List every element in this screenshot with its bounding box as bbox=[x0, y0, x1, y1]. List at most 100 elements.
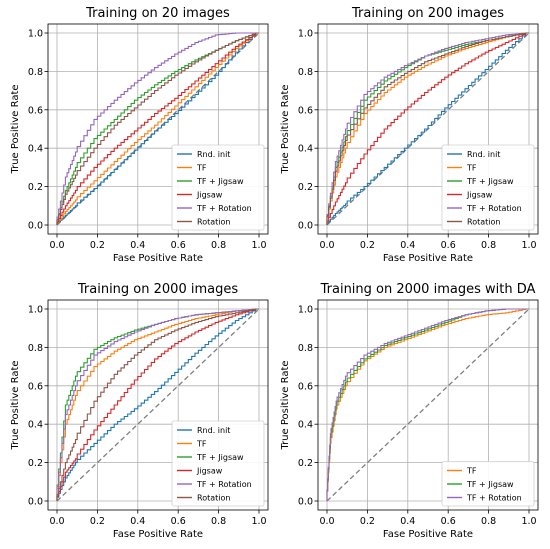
series-line-tf-rotation bbox=[326, 308, 529, 501]
series-line-rotation bbox=[56, 32, 259, 225]
y-tick-label: 0.8 bbox=[28, 67, 43, 78]
y-tick-label: 0.4 bbox=[28, 144, 43, 155]
x-axis-label: Fase Positive Rate bbox=[113, 253, 203, 264]
legend-box bbox=[441, 461, 535, 507]
series-line-jigsaw bbox=[326, 32, 529, 225]
x-tick-label: 0.8 bbox=[211, 516, 226, 527]
series-line-tf-rotation bbox=[326, 32, 529, 225]
x-tick-label: 0.0 bbox=[319, 240, 334, 251]
legend-label-tf: TF bbox=[466, 467, 477, 476]
y-axis-label: True Positive Rate bbox=[280, 84, 291, 174]
y-tick-label: 1.0 bbox=[28, 29, 43, 40]
series-line-tf bbox=[326, 308, 529, 501]
series-line-rnd-init bbox=[56, 308, 259, 501]
legend-label-jigsaw: Jigsaw bbox=[466, 191, 493, 200]
legend-box bbox=[171, 144, 265, 231]
y-tick-label: 1.0 bbox=[298, 29, 313, 40]
x-axis-label: Fase Positive Rate bbox=[113, 529, 203, 540]
panel-4: 0.0 0.2 0.4 0.6 0.8 1.0 0.0 0.2 0.4 0.6 0.8 1.0 Trai… bbox=[280, 282, 539, 540]
legend-label-tf: TF bbox=[466, 164, 477, 173]
y-axis-label: True Positive Rate bbox=[280, 360, 291, 450]
x-tick-label: 0.4 bbox=[130, 240, 145, 251]
legend-label-rotation: Rotation bbox=[197, 494, 230, 503]
x-tick-label: 0.0 bbox=[319, 516, 334, 527]
legend-label-tf-rotation: TF + Rotation bbox=[196, 480, 252, 489]
series-line-tf-rotation bbox=[56, 32, 259, 225]
x-tick-label: 1.0 bbox=[521, 240, 536, 251]
x-tick-label: 1.0 bbox=[251, 516, 266, 527]
legend: Rnd. init TF TF + Jigsaw Jigsaw TF + Rotatio… bbox=[171, 144, 265, 231]
x-tick-label: 1.0 bbox=[251, 240, 266, 251]
series-line-rnd-init bbox=[56, 32, 259, 225]
y-tick-label: 0.8 bbox=[28, 343, 43, 354]
chart-title: Training on 200 images bbox=[351, 6, 504, 21]
y-axis-label: True Positive Rate bbox=[10, 360, 21, 450]
chart-title: Training on 2000 images with DA bbox=[320, 282, 536, 297]
y-tick-label: 0.4 bbox=[298, 420, 313, 431]
legend-label-rotation: Rotation bbox=[467, 218, 500, 227]
y-tick-label: 0.0 bbox=[298, 497, 313, 508]
y-tick-label: 0.2 bbox=[298, 182, 313, 193]
x-tick-label: 0.2 bbox=[360, 240, 375, 251]
legend-box bbox=[171, 420, 265, 507]
y-axis-label: True Positive Rate bbox=[10, 84, 21, 174]
x-tick-label: 0.4 bbox=[400, 240, 415, 251]
legend-label-tf-jigsaw: TF + Jigsaw bbox=[196, 453, 244, 462]
x-tick-label: 0.2 bbox=[90, 516, 105, 527]
legend-box bbox=[441, 144, 535, 231]
y-tick-label: 1.0 bbox=[298, 305, 313, 316]
x-tick-label: 0.8 bbox=[481, 516, 496, 527]
y-tick-label: 0.6 bbox=[28, 381, 43, 392]
y-tick-label: 0.0 bbox=[298, 221, 313, 232]
x-tick-label: 0.4 bbox=[130, 516, 145, 527]
legend-label-rotation: Rotation bbox=[197, 218, 230, 227]
y-tick-label: 0.4 bbox=[28, 420, 43, 431]
x-tick-label: 1.0 bbox=[521, 516, 536, 527]
legend: TF TF + Jigsaw TF + Rotation bbox=[441, 461, 535, 507]
chance-diagonal-line bbox=[326, 308, 530, 502]
chance-diagonal-line bbox=[56, 308, 260, 502]
y-tick-label: 0.6 bbox=[298, 105, 313, 116]
legend: Rnd. init TF TF + Jigsaw Jigsaw TF + Rotatio… bbox=[171, 420, 265, 507]
chart-title: Training on 2000 images bbox=[77, 282, 238, 297]
legend-label-tf-rotation: TF + Rotation bbox=[466, 494, 522, 503]
x-axis-label: Fase Positive Rate bbox=[383, 529, 473, 540]
y-tick-label: 0.0 bbox=[28, 221, 43, 232]
legend-label-tf: TF bbox=[196, 164, 207, 173]
y-tick-label: 0.8 bbox=[298, 67, 313, 78]
legend-label-tf-rotation: TF + Rotation bbox=[196, 204, 252, 213]
y-tick-label: 0.2 bbox=[28, 458, 43, 469]
series-line-rnd-init bbox=[326, 32, 529, 225]
legend-label-rnd-init: Rnd. init bbox=[197, 426, 230, 435]
series-line-tf bbox=[56, 32, 259, 225]
legend-label-tf-rotation: TF + Rotation bbox=[466, 204, 522, 213]
x-tick-label: 0.2 bbox=[360, 516, 375, 527]
y-tick-label: 0.8 bbox=[298, 343, 313, 354]
x-tick-label: 0.4 bbox=[400, 516, 415, 527]
legend-label-rnd-init: Rnd. init bbox=[467, 150, 500, 159]
legend-label-rnd-init: Rnd. init bbox=[197, 150, 230, 159]
series-line-jigsaw bbox=[56, 308, 259, 501]
panel-3: 0.0 0.2 0.4 0.6 0.8 1.0 0.0 0.2 0.4 0.6 0.8 1.0 Trai… bbox=[10, 282, 269, 540]
plot-frame bbox=[317, 299, 539, 511]
x-tick-label: 0.2 bbox=[90, 240, 105, 251]
panel-1: 0.0 0.2 0.4 0.6 0.8 1.0 0.0 0.2 0.4 0.6 0.8 1.0 Trai… bbox=[10, 6, 269, 264]
y-tick-label: 1.0 bbox=[28, 305, 43, 316]
plot-frame bbox=[47, 23, 269, 235]
x-tick-label: 0.6 bbox=[441, 240, 456, 251]
x-axis-label: Fase Positive Rate bbox=[383, 253, 473, 264]
legend-label-tf-jigsaw: TF + Jigsaw bbox=[196, 177, 244, 186]
series-line-tf bbox=[326, 32, 529, 225]
y-tick-label: 0.4 bbox=[298, 144, 313, 155]
y-tick-label: 0.6 bbox=[298, 381, 313, 392]
x-tick-label: 0.6 bbox=[441, 516, 456, 527]
series-line-rotation bbox=[326, 32, 529, 225]
x-tick-label: 0.8 bbox=[211, 240, 226, 251]
plot-frame bbox=[47, 299, 269, 511]
legend-label-tf-jigsaw: TF + Jigsaw bbox=[466, 480, 514, 489]
panel-2: 0.0 0.2 0.4 0.6 0.8 1.0 0.0 0.2 0.4 0.6 0.8 1.0 Trai… bbox=[280, 6, 539, 264]
plot-frame bbox=[317, 23, 539, 235]
x-tick-label: 0.0 bbox=[49, 240, 64, 251]
y-tick-label: 0.0 bbox=[28, 497, 43, 508]
y-tick-label: 0.6 bbox=[28, 105, 43, 116]
